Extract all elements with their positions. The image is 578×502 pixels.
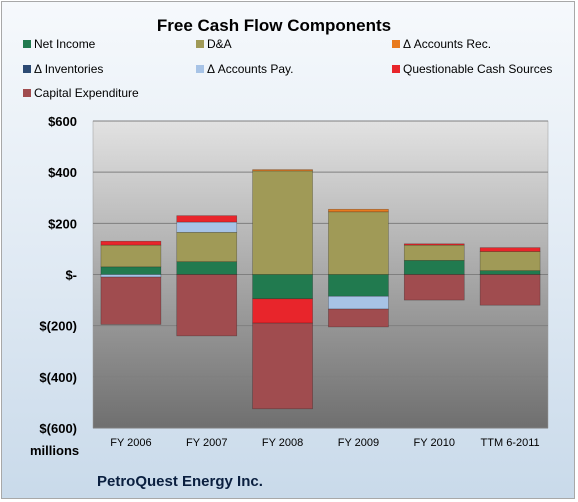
legend-label: Capital Expenditure xyxy=(34,86,139,100)
y-tick-label: $- xyxy=(65,268,77,283)
chart-title: Free Cash Flow Components xyxy=(157,16,391,35)
y-unit-label: millions xyxy=(30,443,79,458)
bar-segment xyxy=(328,308,389,328)
legend-swatch xyxy=(23,65,31,73)
bar-segment xyxy=(100,274,162,278)
bar-segment xyxy=(176,274,238,337)
legend-swatch xyxy=(196,40,204,48)
x-category-label: FY 2008 xyxy=(262,437,303,449)
company-name: PetroQuest Energy Inc. xyxy=(97,473,263,490)
bar-segment xyxy=(252,169,313,172)
gridlines xyxy=(93,120,548,429)
legend-label: Δ Accounts Pay. xyxy=(207,62,294,76)
x-category-label: FY 2007 xyxy=(186,437,227,449)
bar-segment xyxy=(176,261,238,275)
bar-segment xyxy=(479,251,541,271)
legend-label: Δ Accounts Rec. xyxy=(403,37,491,51)
legend-label: Net Income xyxy=(34,37,96,51)
bar-segment xyxy=(328,274,389,297)
bar-segment xyxy=(252,170,313,275)
bar-segment xyxy=(479,274,541,306)
bar-segment xyxy=(100,240,162,246)
legend-swatch xyxy=(23,40,31,48)
bar-segment xyxy=(328,295,389,310)
legend-swatch xyxy=(196,65,204,73)
bar-segment xyxy=(479,270,541,275)
y-tick-label: $(400) xyxy=(39,370,77,385)
bar-segment xyxy=(176,221,238,233)
legend-label: D&A xyxy=(207,37,232,51)
bar-segment xyxy=(100,266,162,275)
x-category-label: TTM 6-2011 xyxy=(481,437,540,449)
bars xyxy=(100,169,541,410)
legend-label: Δ Inventories xyxy=(34,62,103,76)
bar-segment xyxy=(403,274,465,301)
x-category-label: FY 2009 xyxy=(338,437,379,449)
bar-segment xyxy=(176,215,238,223)
bar-segment xyxy=(479,247,541,252)
legend: Net Income D&A Δ Accounts Rec. Δ Inventorie… xyxy=(23,37,552,100)
bar-segment xyxy=(252,322,313,410)
bar-segment xyxy=(403,243,465,246)
bar-segment xyxy=(100,244,162,268)
y-axis-ticks: $600 $400 $200 $- $(200) $(400) $(600) xyxy=(39,114,77,436)
y-tick-label: $600 xyxy=(48,114,77,129)
y-tick-label: $(600) xyxy=(39,421,77,436)
legend-label: Questionable Cash Sources xyxy=(403,62,552,76)
legend-swatch xyxy=(23,89,31,97)
legend-swatch xyxy=(392,65,400,73)
x-axis-categories: FY 2006 FY 2007 FY 2008 FY 2009 FY 2010 TTM 6… xyxy=(110,437,539,449)
bar-segment xyxy=(403,260,465,275)
y-tick-label: $200 xyxy=(48,216,77,231)
bar-segment xyxy=(403,244,465,261)
x-category-label: FY 2010 xyxy=(414,437,455,449)
y-tick-label: $(200) xyxy=(39,319,77,334)
bar-segment xyxy=(252,274,313,300)
x-category-label: FY 2006 xyxy=(110,437,151,449)
bar-segment xyxy=(176,231,238,263)
bar-segment xyxy=(328,211,389,275)
legend-swatch xyxy=(392,40,400,48)
bar-segment xyxy=(100,276,162,325)
bar-segment xyxy=(252,298,313,324)
bar-segment xyxy=(328,208,389,213)
y-tick-label: $400 xyxy=(48,165,77,180)
